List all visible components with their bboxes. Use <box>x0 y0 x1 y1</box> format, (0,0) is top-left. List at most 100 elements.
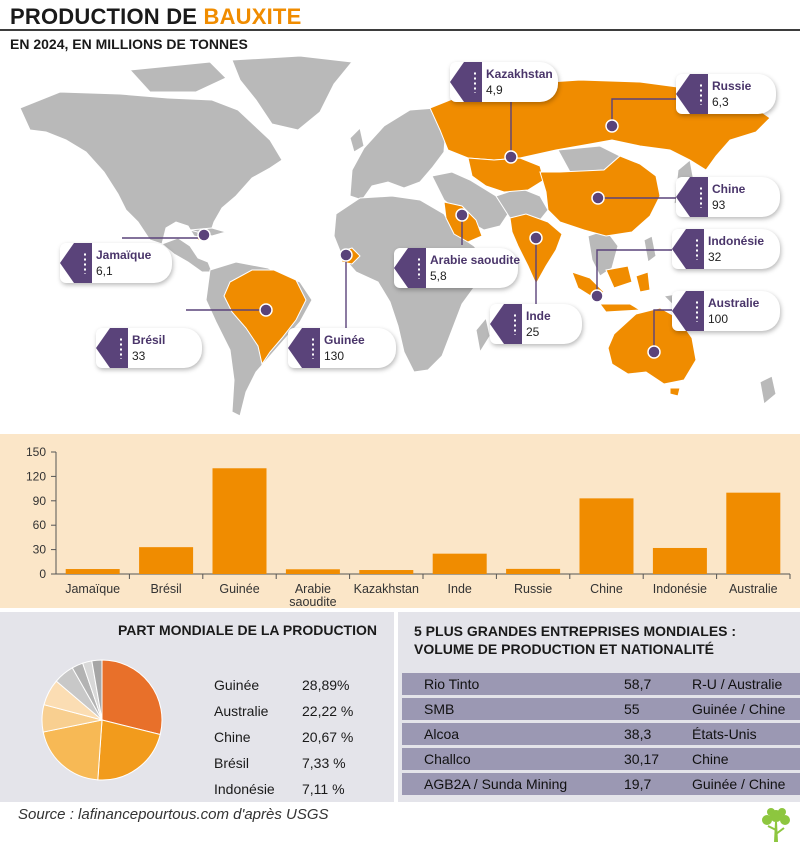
land-tasmania <box>669 387 681 397</box>
table-row: AGB2A / Sunda Mining 19,7 Guinée / Chine <box>402 773 800 795</box>
bar <box>506 568 561 574</box>
company-name: Challco <box>424 751 471 767</box>
callout-arabie-saoudite: Arabie saoudite 5,8 <box>394 248 520 288</box>
callout-tab <box>96 328 128 368</box>
share-value: 22,22 % <box>302 703 354 719</box>
x-tick-label: Chine <box>590 582 623 596</box>
x-tick-label: Brésil <box>150 582 181 596</box>
share-country: Guinée <box>214 677 260 693</box>
x-tick-label: Australie <box>729 582 778 596</box>
callout-indonesie: Indonésie 32 <box>672 229 780 269</box>
share-row: Guinée 28,89% <box>214 677 349 693</box>
subtitle: EN 2024, EN MILLIONS DE TONNES <box>10 36 248 52</box>
callout-name: Chine <box>712 182 746 196</box>
callout-tab <box>676 177 708 217</box>
marker-australie <box>647 345 661 359</box>
x-tick-label: Inde <box>448 582 472 596</box>
x-tick-label: Arabie <box>295 582 331 596</box>
table-row: Rio Tinto 58,7 R-U / Australie <box>402 673 800 695</box>
land-indonesia-4 <box>635 271 651 293</box>
callout-value: 6,3 <box>712 95 729 109</box>
callout-value: 33 <box>132 349 146 363</box>
company-volume: 19,7 <box>624 776 652 792</box>
marker-arabie <box>455 208 469 222</box>
callout-value: 5,8 <box>430 269 447 283</box>
companies-title-line2: VOLUME DE PRODUCTION ET NATIONALITÉ <box>414 641 714 657</box>
x-tick-label: Jamaïque <box>65 582 120 596</box>
share-row: Australie 22,22 % <box>214 703 353 719</box>
source-note: Source : lafinancepourtous.com d'après U… <box>18 806 329 823</box>
share-country: Chine <box>214 729 251 745</box>
company-volume: 58,7 <box>624 676 652 692</box>
land-brazil <box>223 269 307 366</box>
bar-chart-panel <box>0 434 800 608</box>
company-volume: 55 <box>624 701 640 717</box>
marker-russie <box>605 119 619 133</box>
companies-title: 5 PLUS GRANDES ENTREPRISES MONDIALES : VO… <box>414 622 794 658</box>
company-nationality: Chine <box>692 751 729 767</box>
callout-jamaique: Jamaïque 6,1 <box>60 243 172 283</box>
bar <box>579 498 634 574</box>
callout-tab <box>394 248 426 288</box>
y-tick-label: 60 <box>33 518 47 532</box>
companies-title-line1: 5 PLUS GRANDES ENTREPRISES MONDIALES : <box>414 623 737 639</box>
callout-tab <box>672 291 704 331</box>
callout-value: 100 <box>708 312 729 326</box>
land-north-america <box>19 91 283 245</box>
pie-slice <box>97 719 161 781</box>
land-saudi-arabia <box>443 201 483 243</box>
company-volume: 30,17 <box>624 751 660 767</box>
callout-tab <box>676 74 708 114</box>
callout-guinee: Guinée 130 <box>288 328 396 368</box>
table-row: Alcoa 38,3 États-Unis <box>402 723 800 745</box>
bar <box>726 492 781 574</box>
company-name: AGB2A / Sunda Mining <box>424 776 568 792</box>
company-name: Rio Tinto <box>424 676 480 692</box>
x-tick-label: Guinée <box>219 582 259 596</box>
callout-value: 93 <box>712 198 726 212</box>
bar-chart: 0 30 60 90 120 150 Jamaïque Brésil Guinée Arabies… <box>26 445 791 608</box>
table-row: Challco 30,17 Chine <box>402 748 800 770</box>
x-tick-label: Indonésie <box>653 582 707 596</box>
callout-name: Russie <box>712 79 752 93</box>
share-title: PART MONDIALE DE LA PRODUCTION <box>118 622 377 638</box>
leader-russie <box>611 98 680 126</box>
marker-bresil <box>259 303 273 317</box>
bar <box>212 468 267 574</box>
company-nationality: R-U / Australie <box>692 676 783 692</box>
callout-name: Jamaïque <box>96 248 152 262</box>
callout-value: 130 <box>324 349 345 363</box>
callout-name: Kazakhstan <box>486 67 553 81</box>
x-tick-label: saoudite <box>289 595 336 608</box>
land-central-america <box>161 237 213 273</box>
marker-chine <box>591 191 605 205</box>
bar <box>432 553 487 574</box>
pie-chart <box>41 659 163 781</box>
share-value: 20,67 % <box>302 729 354 745</box>
bar <box>652 547 707 574</box>
table-row: SMB 55 Guinée / Chine <box>402 698 800 720</box>
company-nationality: Guinée / Chine <box>692 776 786 792</box>
marker-kazakhstan <box>504 150 518 164</box>
y-tick-label: 120 <box>26 469 46 483</box>
callout-kazakhstan: Kazakhstan 4,9 <box>450 62 558 102</box>
callout-name: Inde <box>526 309 551 323</box>
x-tick-label: Kazakhstan <box>354 582 419 596</box>
pie-slice <box>91 659 103 721</box>
land-indonesia-2 <box>605 265 633 289</box>
share-value: 7,33 % <box>302 755 346 771</box>
y-tick-label: 30 <box>33 543 47 557</box>
callout-tab <box>288 328 320 368</box>
y-tick-label: 90 <box>33 494 47 508</box>
marker-inde <box>529 231 543 245</box>
callout-tab <box>60 243 92 283</box>
bar <box>65 569 120 574</box>
callout-tab <box>672 229 704 269</box>
leader-indonesie <box>596 249 680 296</box>
land-greenland <box>231 55 353 131</box>
share-value: 28,89% <box>302 677 350 693</box>
company-name: Alcoa <box>424 726 460 742</box>
callout-tab <box>450 62 482 102</box>
y-tick-label: 0 <box>39 567 46 581</box>
share-row: Chine 20,67 % <box>214 729 353 745</box>
